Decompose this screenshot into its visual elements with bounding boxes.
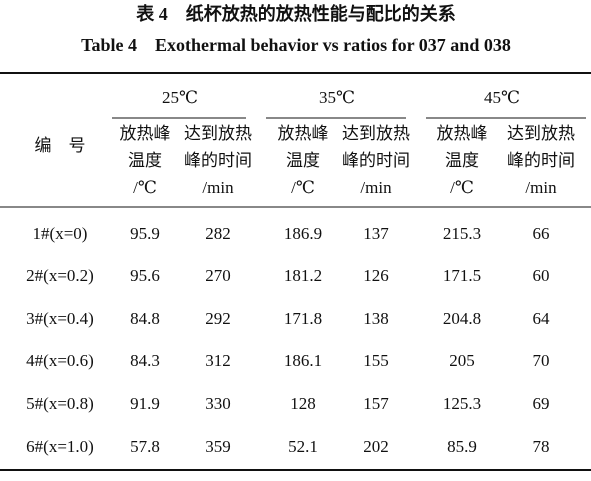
sub-header: 峰的时间 [184,151,252,170]
sub-header: 达到放热 [184,124,252,143]
cell-value: 202 [363,437,389,456]
group-header: 25℃ [162,88,198,107]
row-label: 4#(x=0.6) [26,351,94,370]
cell-value: 205 [449,351,475,370]
cell-value: 330 [205,394,231,413]
cell-value: 126 [363,266,389,285]
cell-value: 270 [205,266,231,285]
sub-header: 峰的时间 [342,151,410,170]
cell-value: 69 [533,394,550,413]
row-label: 6#(x=1.0) [26,437,94,456]
cell-value: 138 [363,309,389,328]
cell-value: 84.8 [130,309,160,328]
sub-header: 达到放热 [342,124,410,143]
cell-value: 60 [533,266,550,285]
title-cn: 表 4 纸杯放热的放热性能与配比的关系 [136,3,456,24]
cell-value: 52.1 [288,437,318,456]
cell-value: 66 [533,224,550,243]
sub-header: /℃ [450,178,474,197]
row-label: 5#(x=0.8) [26,394,94,413]
sub-header: 温度 [445,151,479,170]
cell-value: 282 [205,224,231,243]
sub-header: /℃ [133,178,157,197]
cell-value: 215.3 [443,224,481,243]
cell-value: 128 [290,394,316,413]
sub-header: /min [202,178,234,197]
cell-value: 78 [533,437,550,456]
cell-value: 292 [205,309,231,328]
cell-value: 181.2 [284,266,322,285]
cell-value: 312 [205,351,231,370]
group-header: 45℃ [484,88,520,107]
corner-header: 编 号 [35,136,86,155]
cell-value: 95.6 [130,266,160,285]
cell-value: 186.9 [284,224,322,243]
row-label: 1#(x=0) [33,224,88,243]
sub-header: 放热峰 [278,124,329,143]
cell-value: 157 [363,394,389,413]
cell-value: 186.1 [284,351,322,370]
sub-header: 达到放热 [507,124,575,143]
group-header: 35℃ [319,88,355,107]
sub-header: 放热峰 [120,124,171,143]
cell-value: 204.8 [443,309,481,328]
sub-header: /min [360,178,392,197]
cell-value: 171.8 [284,309,322,328]
cell-value: 57.8 [130,437,160,456]
cell-value: 64 [533,309,551,328]
title-en: Table 4 Exothermal behavior vs ratios fo… [81,35,511,55]
cell-value: 125.3 [443,394,481,413]
cell-value: 85.9 [447,437,477,456]
sub-header: 温度 [286,151,320,170]
sub-header: 峰的时间 [507,151,575,170]
sub-header: 温度 [128,151,162,170]
row-label: 2#(x=0.2) [26,266,94,285]
cell-value: 137 [363,224,389,243]
cell-value: 359 [205,437,231,456]
sub-header: /℃ [291,178,315,197]
cell-value: 70 [533,351,550,370]
cell-value: 91.9 [130,394,160,413]
cell-value: 95.9 [130,224,160,243]
sub-header: /min [525,178,557,197]
cell-value: 171.5 [443,266,481,285]
row-label: 3#(x=0.4) [26,309,94,328]
cell-value: 155 [363,351,389,370]
cell-value: 84.3 [130,351,160,370]
sub-header: 放热峰 [437,124,488,143]
